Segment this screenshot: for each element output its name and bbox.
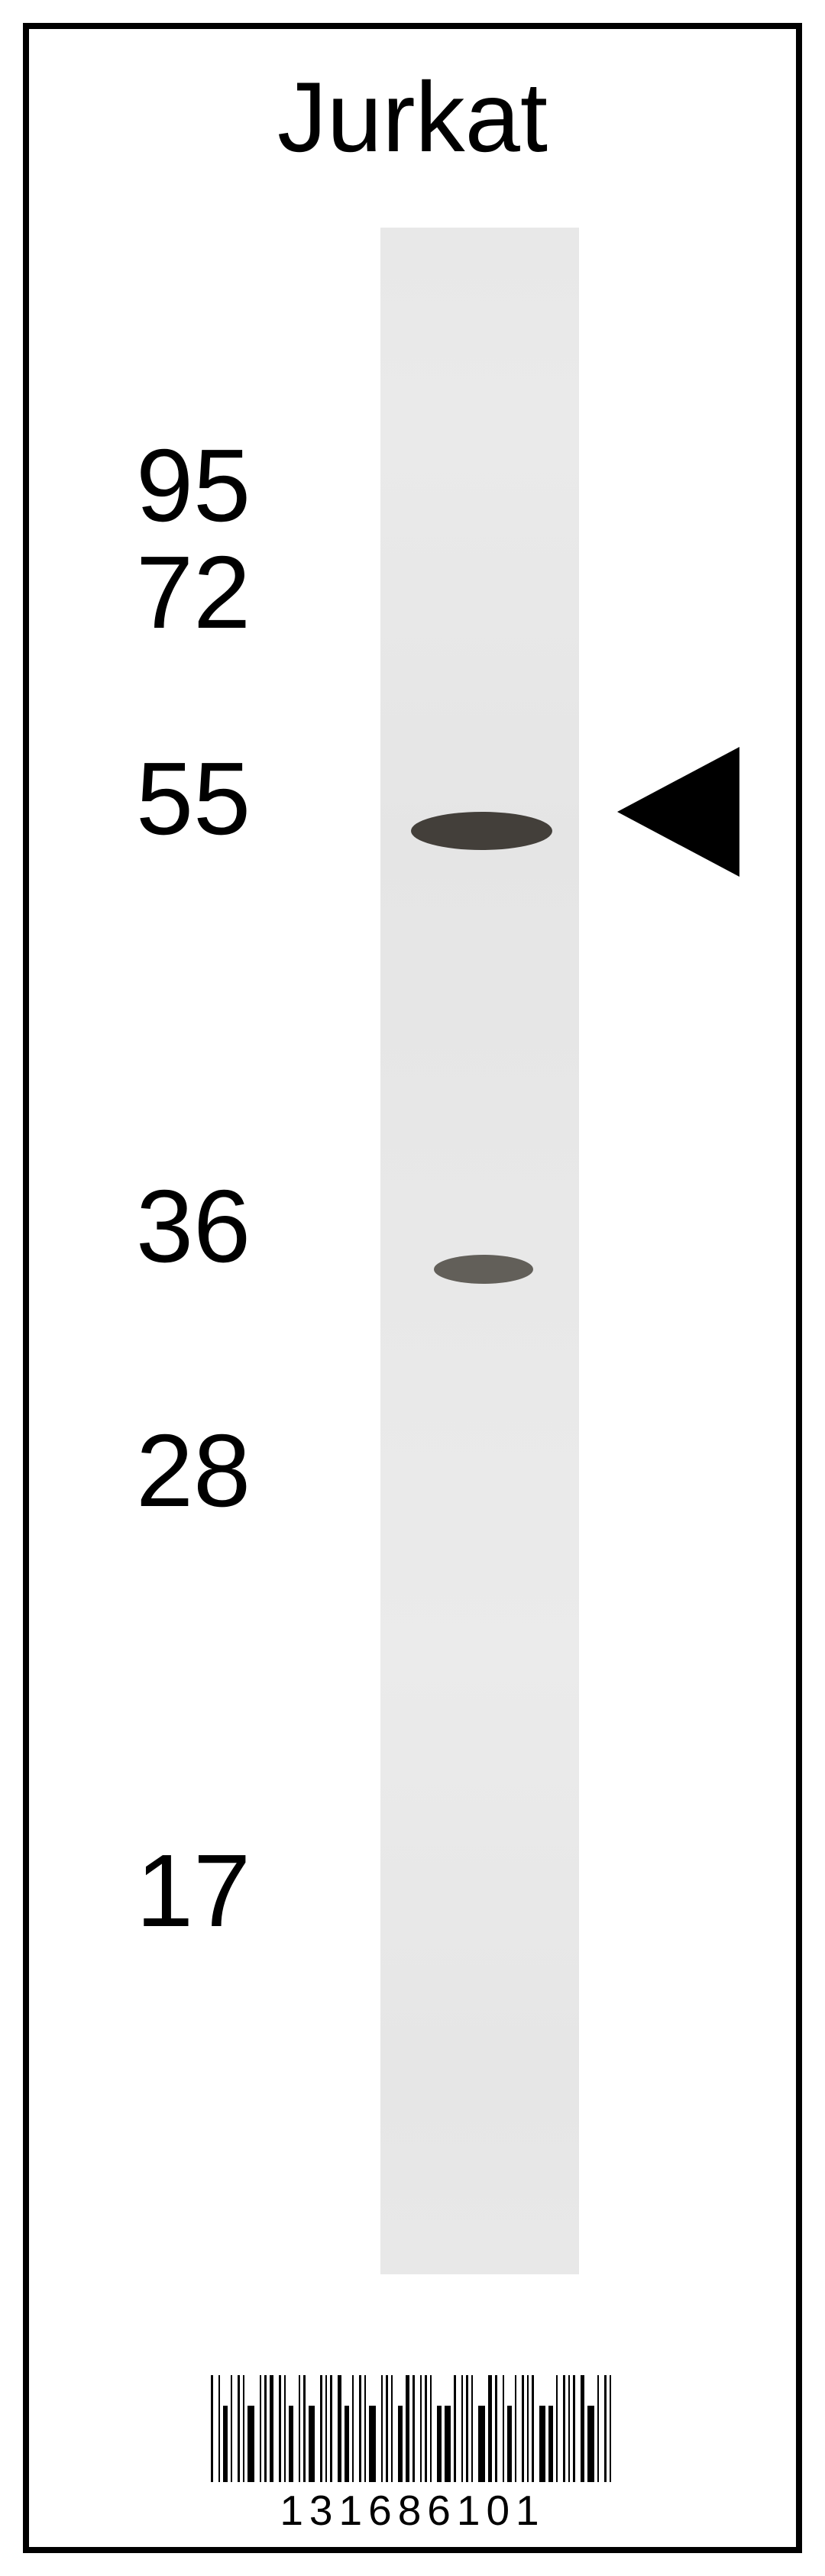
barcode-icon <box>211 2375 614 2482</box>
barcode-number: 131686101 <box>280 2486 545 2535</box>
marker-72: 72 <box>136 533 251 651</box>
barcode-region: 131686101 <box>128 2375 697 2528</box>
band-primary <box>411 812 552 850</box>
blot-lane <box>380 228 579 2274</box>
marker-36: 36 <box>136 1167 251 1285</box>
marker-28: 28 <box>136 1411 251 1530</box>
marker-55: 55 <box>136 739 251 858</box>
blot-frame: Jurkat 95 72 55 36 28 17 131686101 <box>23 23 802 2553</box>
lane-title: Jurkat <box>29 60 796 174</box>
indicator-arrow-icon <box>617 747 739 877</box>
marker-17: 17 <box>136 1831 251 1950</box>
marker-95: 95 <box>136 426 251 545</box>
band-secondary <box>434 1255 533 1284</box>
